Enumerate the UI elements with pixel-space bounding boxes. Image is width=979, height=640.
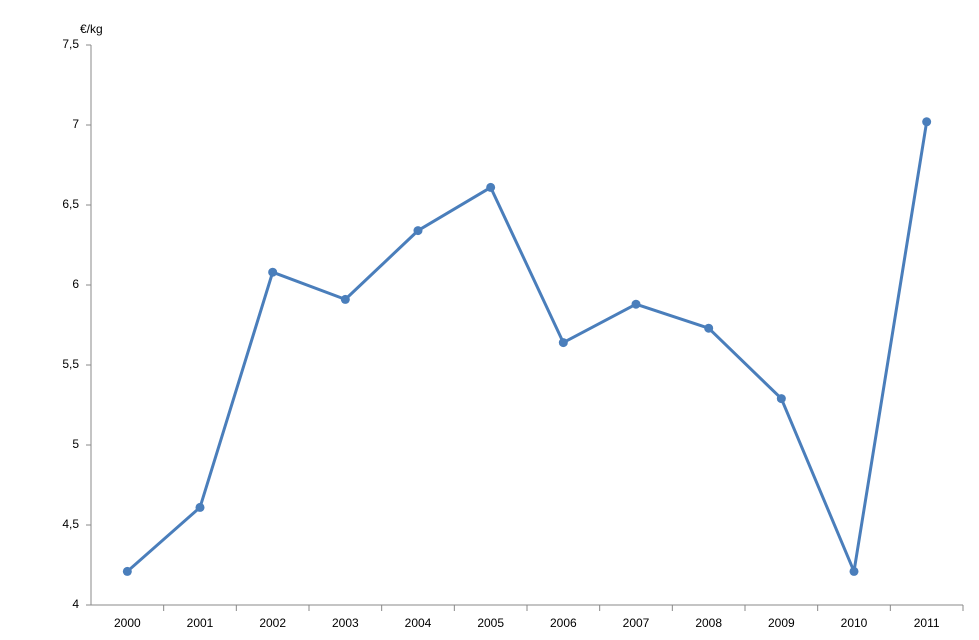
data-point <box>631 299 641 309</box>
data-point <box>122 566 132 576</box>
x-tick-label: 2007 <box>623 616 650 630</box>
y-tick-label: 7,5 <box>62 37 79 51</box>
data-point <box>340 294 350 304</box>
x-tick-label: 2011 <box>914 616 940 630</box>
y-tick-label: 4 <box>72 597 79 611</box>
x-tick-label: 2002 <box>259 616 286 630</box>
x-tick-label: 2001 <box>187 616 214 630</box>
x-tick-label: 2010 <box>841 616 868 630</box>
x-tick-label: 2003 <box>332 616 359 630</box>
data-point <box>922 117 932 127</box>
data-point <box>268 267 278 277</box>
x-tick-label: 2006 <box>550 616 577 630</box>
x-tick-label: 2005 <box>477 616 504 630</box>
x-tick-label: 2000 <box>114 616 141 630</box>
data-point <box>849 566 859 576</box>
y-tick-label: 5 <box>72 437 79 451</box>
x-tick-label: 2009 <box>768 616 795 630</box>
data-point <box>704 323 714 333</box>
data-point <box>413 226 423 236</box>
series-line <box>126 121 929 573</box>
y-tick-label: 5,5 <box>62 357 79 371</box>
x-tick-label: 2008 <box>695 616 722 630</box>
y-tick-label: 4,5 <box>62 517 79 531</box>
data-point <box>486 182 496 192</box>
data-point <box>776 394 786 404</box>
y-axis-label: €/kg <box>80 22 103 36</box>
y-tick-label: 6 <box>72 277 79 291</box>
y-tick-label: 6,5 <box>62 197 79 211</box>
x-tick-label: 2004 <box>405 616 432 630</box>
data-point <box>558 338 568 348</box>
data-point <box>195 502 205 512</box>
y-tick-label: 7 <box>72 117 79 131</box>
